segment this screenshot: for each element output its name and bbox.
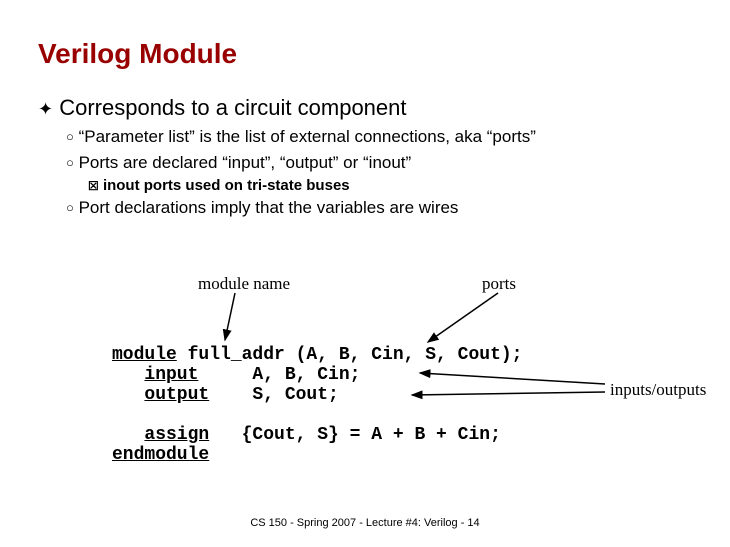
bullet-marker: ○ [66, 200, 74, 215]
bullet-marker: ☒ [88, 179, 99, 193]
sub-sub-bullet-1: ☒ inout ports used on tri-state buses [88, 177, 710, 194]
main-bullet: ✦ Corresponds to a circuit component [38, 95, 710, 121]
code-text: A, B, Cin; [198, 365, 360, 385]
label-inputs-outputs: inputs/outputs [610, 380, 706, 400]
sub-bullet-text: “Parameter list” is the list of external… [79, 127, 536, 146]
code-text: full_addr (A, B, Cin, S, Cout); [177, 345, 523, 365]
label-ports: ports [482, 274, 516, 294]
kw-assign: assign [144, 425, 209, 445]
sub-bullet-1: ○ “Parameter list” is the list of extern… [66, 125, 710, 149]
bullet-marker: ○ [66, 155, 74, 170]
bullet-marker: ✦ [38, 99, 53, 119]
slide-title: Verilog Module [38, 38, 237, 70]
arrow-module-name [225, 293, 235, 340]
sub-bullet-text: Ports are declared “input”, “output” or … [79, 153, 412, 172]
code-text: S, Cout; [209, 385, 339, 405]
sub-bullet-text: Port declarations imply that the variabl… [79, 198, 459, 217]
arrow-ports [428, 293, 498, 342]
footer: CS 150 - Spring 2007 - Lecture #4: Veril… [0, 517, 730, 529]
sub-sub-bullet-text: inout ports used on tri-state buses [103, 177, 350, 194]
kw-output: output [144, 385, 209, 405]
bullet-marker: ○ [66, 129, 74, 144]
sub-bullet-3: ○ Port declarations imply that the varia… [66, 196, 710, 220]
label-module-name: module name [198, 274, 290, 294]
kw-module: module [112, 345, 177, 365]
main-bullet-text: Corresponds to a circuit component [59, 95, 406, 120]
kw-input: input [144, 365, 198, 385]
code-text: {Cout, S} = A + B + Cin; [209, 425, 501, 445]
bullet-section: ✦ Corresponds to a circuit component ○ “… [38, 95, 710, 219]
code-block: module full_addr (A, B, Cin, S, Cout); i… [112, 345, 522, 465]
sub-bullet-2: ○ Ports are declared “input”, “output” o… [66, 151, 710, 175]
kw-endmodule: endmodule [112, 445, 209, 465]
